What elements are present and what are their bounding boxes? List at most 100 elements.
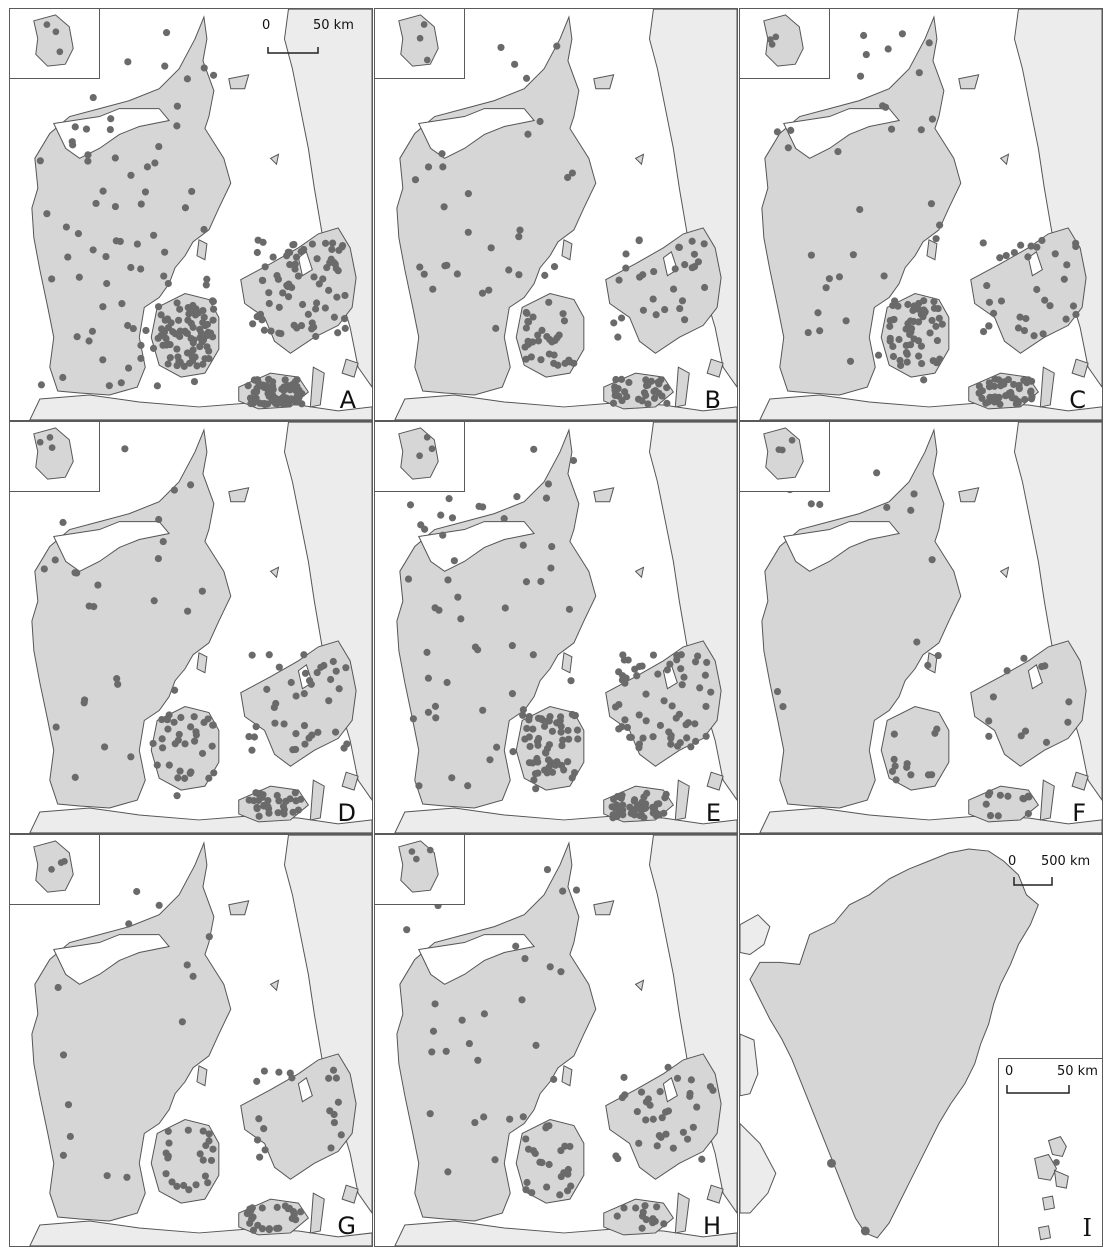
occurrence-point [1072,239,1080,247]
occurrence-point [46,434,54,441]
occurrence-point [258,1204,266,1212]
occurrence-point [415,782,423,790]
occurrence-point [891,297,899,305]
occurrence-point [487,244,495,252]
occurrence-point [1041,662,1049,670]
occurrence-point [416,452,423,460]
occurrence-point [186,359,194,367]
occurrence-point [1028,395,1036,403]
occurrence-point [288,1074,296,1082]
occurrence-point [180,362,188,370]
denmark-land-5 [706,771,724,791]
occurrence-point [162,1170,170,1178]
occurrence-point [273,1224,281,1233]
occurrence-point [511,60,519,68]
occurrence-point [159,341,167,349]
occurrence-point [117,379,125,387]
occurrence-point [703,658,711,666]
occurrence-point [660,809,668,817]
occurrence-point [534,758,542,766]
occurrence-point [559,887,567,895]
canada-land [740,914,777,1214]
occurrence-point [457,615,465,623]
occurrence-point [990,309,998,317]
occurrence-point [252,723,260,731]
occurrence-point [149,344,158,352]
occurrence-point [424,674,432,682]
occurrence-point [279,802,288,810]
occurrence-point [265,289,273,297]
occurrence-point [689,1123,697,1131]
occurrence-point [674,742,682,750]
occurrence-point [75,273,83,281]
occurrence-point [694,652,702,660]
denmark-land-8 [269,153,280,166]
occurrence-point [537,356,545,364]
occurrence-point [273,791,281,800]
occurrence-point [526,742,534,751]
occurrence-point [73,333,81,341]
denmark-land-4 [309,366,325,408]
occurrence-point [615,668,623,676]
denmark-land-7 [228,487,250,503]
denmark-land-8 [269,979,280,992]
occurrence-point [1012,400,1020,408]
denmark-land-5 [341,771,359,791]
occurrence-point [192,1181,200,1189]
occurrence-point [298,400,306,408]
occurrence-point [907,506,915,514]
occurrence-point [860,31,868,40]
occurrence-point [663,666,671,674]
occurrence-point [654,378,662,386]
occurrence-point [700,283,709,292]
occurrence-point [332,667,340,675]
bornholm-land [33,14,74,67]
occurrence-point [279,289,287,297]
occurrence-point [190,377,199,386]
occurrence-point [89,93,97,102]
occurrence-point [915,299,923,307]
occurrence-point [200,64,208,72]
map-panel-c: C [739,8,1103,421]
occurrence-point [89,246,97,254]
occurrence-point [557,1172,565,1181]
occurrence-point [518,996,526,1004]
occurrence-point [191,737,199,745]
denmark-land-8 [634,979,645,992]
denmark-land-4 [674,779,690,821]
occurrence-point [609,814,617,822]
occurrence-point [160,272,168,280]
occurrence-point [453,270,461,278]
occurrence-point [341,324,349,332]
greenland-land [749,848,1039,1239]
limfjord-water [783,108,901,159]
occurrence-point [519,711,527,719]
occurrence-point [538,326,546,334]
occurrence-point [935,314,943,322]
occurrence-point [985,298,994,306]
occurrence-point [1014,324,1023,332]
occurrence-point [550,263,559,271]
occurrence-point [335,246,343,254]
occurrence-point [247,1207,255,1215]
occurrence-point [429,1027,438,1035]
occurrence-point [137,341,145,349]
occurrence-point [432,714,440,722]
occurrence-point [506,1115,514,1123]
occurrence-point [478,289,487,297]
occurrence-point [994,812,1002,820]
occurrence-point [545,1160,553,1169]
occurrence-point [250,797,258,805]
occurrence-point [669,285,678,293]
occurrence-point [679,1128,687,1136]
occurrence-point [515,271,523,279]
occurrence-point [822,284,830,292]
occurrence-point [1002,251,1010,260]
occurrence-point [153,761,161,769]
occurrence-point [524,1145,533,1153]
scale-zero-label: 0 [262,18,271,33]
occurrence-point [125,920,133,928]
occurrence-point [261,1146,269,1154]
occurrence-point [84,151,92,159]
occurrence-point [445,495,453,503]
